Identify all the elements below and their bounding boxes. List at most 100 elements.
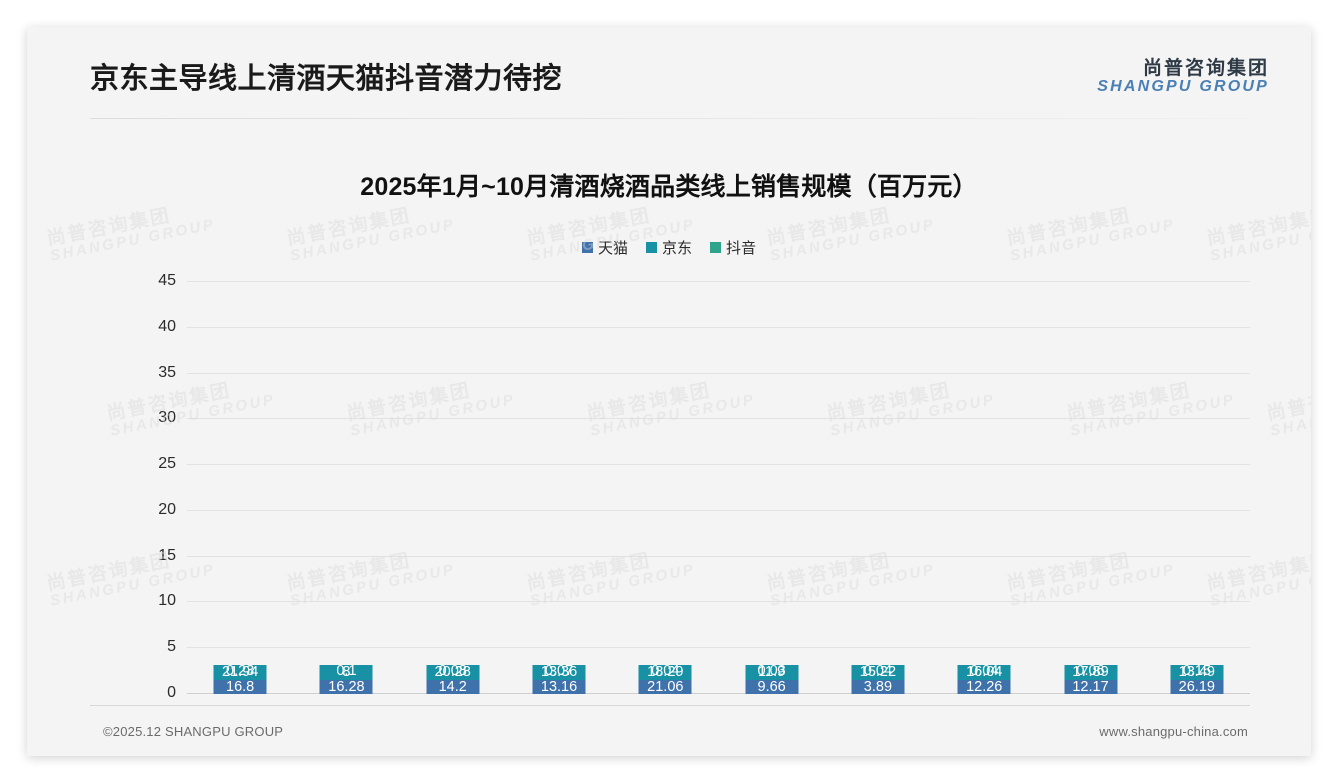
bar-value-label: 0.06 xyxy=(1076,663,1105,679)
stacked-bar[interactable]: 21.06 18.29 0.04 xyxy=(638,663,692,695)
bar-value-label: 16.04 xyxy=(966,664,1003,680)
bar-value-label: 0.04 xyxy=(970,663,999,679)
legend-item-天猫[interactable]: 天猫 xyxy=(581,237,628,258)
gridline: 0 xyxy=(167,684,1250,701)
bar-value-label: 12.26 xyxy=(966,678,1003,695)
bar-value-label: 16.8 xyxy=(226,678,255,695)
bar-value-label: 12.17 xyxy=(1072,678,1109,695)
bar-segment-天猫[interactable]: 16.28 xyxy=(319,679,373,694)
brand-logo: 尚普咨询集团 SHANGPU GROUP xyxy=(1097,59,1269,96)
slide-footer: ©2025.12 SHANGPU GROUP www.shangpu-china… xyxy=(27,705,1311,756)
bar-value-label: 0.1 xyxy=(336,663,357,679)
bar-groups: 16.821.940.23M116.2880.1M214.220.280.08M… xyxy=(187,282,1250,725)
gridline: 30 xyxy=(158,409,1250,426)
bar-segment-天猫[interactable]: 3.89 xyxy=(851,678,905,695)
bar-value-label: 21.94 xyxy=(221,664,259,680)
bar-segment-京东[interactable]: 15.22 xyxy=(851,665,905,680)
legend-swatch-icon xyxy=(581,242,593,253)
gridline: 40 xyxy=(158,318,1250,335)
bar-value-label: 20.28 xyxy=(434,664,471,680)
gridline: 10 xyxy=(158,592,1250,609)
legend-item-京东[interactable]: 京东 xyxy=(645,237,692,258)
bar-segment-京东[interactable]: 17.89 xyxy=(1064,664,1118,680)
bar-segment-京东[interactable]: 13.36 xyxy=(532,664,586,680)
legend-swatch-icon xyxy=(645,242,657,253)
y-axis-tick-label: 45 xyxy=(158,272,176,289)
bar-value-label: 0.03 xyxy=(757,663,786,679)
slide-canvas: 京东主导线上清酒天猫抖音潜力待挖 尚普咨询集团 SHANGPU GROUP 尚普… xyxy=(27,27,1311,756)
header-divider xyxy=(90,118,1250,119)
legend-item-抖音[interactable]: 抖音 xyxy=(710,237,756,258)
bar-value-label: 0.07 xyxy=(544,663,574,679)
footer-website[interactable]: www.shangpu-china.com xyxy=(1099,724,1248,739)
bar-segment-京东[interactable]: 16.04 xyxy=(957,664,1011,680)
legend-label: 京东 xyxy=(661,240,692,257)
stacked-bar[interactable]: 13.16 13.36 0.07 xyxy=(532,663,586,695)
stacked-bar[interactable]: 12.26 16.04 0.04 xyxy=(957,663,1011,695)
stacked-bar[interactable]: 16.28 8 0.1 xyxy=(319,663,373,694)
bar-group-M3[interactable]: 14.220.280.08M3 xyxy=(400,282,506,725)
bar-value-label: 0.04 xyxy=(651,663,680,679)
bar-value-label: 18.29 xyxy=(647,664,684,680)
stacked-bar[interactable]: 12.17 17.89 0.06 xyxy=(1064,663,1118,695)
bar-value-label: 13.16 xyxy=(540,678,578,695)
bar-segment-天猫[interactable]: 13.16 xyxy=(532,678,586,695)
bar-segment-天猫[interactable]: 12.26 xyxy=(957,678,1011,695)
chart-legend: 天猫 京东 抖音 xyxy=(27,237,1311,258)
page-title: 京东主导线上清酒天猫抖音潜力待挖 xyxy=(90,63,563,95)
gridline: 25 xyxy=(158,455,1250,472)
bar-value-label: 14.2 xyxy=(438,678,467,695)
bar-segment-天猫[interactable]: 16.8 xyxy=(213,678,267,695)
stacked-bar[interactable]: 3.89 15.22 0.04 xyxy=(851,664,905,695)
bar-segment-京东[interactable]: 13.49 xyxy=(1170,664,1224,680)
y-axis-tick-label: 0 xyxy=(167,684,176,701)
y-axis-tick-label: 35 xyxy=(158,363,176,381)
y-axis-tick-label: 10 xyxy=(158,592,176,610)
stacked-bar[interactable]: 16.8 21.94 0.23 xyxy=(213,664,267,695)
slide-header: 京东主导线上清酒天猫抖音潜力待挖 尚普咨询集团 SHANGPU GROUP xyxy=(27,27,1311,119)
legend-label: 抖音 xyxy=(726,240,757,257)
logo-english-text: SHANGPU GROUP xyxy=(1097,77,1269,95)
bar-segment-天猫[interactable]: 12.17 xyxy=(1064,678,1118,695)
bar-value-label: 3.89 xyxy=(863,678,893,695)
bar-segment-京东[interactable]: 21.94 xyxy=(213,664,267,680)
bar-value-label: 26.19 xyxy=(1178,678,1215,695)
chart-container: 2025年1月~10月清酒烧酒品类线上销售规模（百万元） 天猫 京东 抖音 0 5 10… xyxy=(27,119,1311,725)
bar-value-label: 0.08 xyxy=(438,663,467,679)
bar-segment-天猫[interactable]: 21.06 xyxy=(638,678,692,695)
stacked-bar[interactable]: 14.2 20.28 0.08 xyxy=(426,663,480,695)
y-axis-tick-label: 40 xyxy=(158,317,176,335)
bar-value-label: 13.49 xyxy=(1178,664,1215,680)
bar-segment-天猫[interactable]: 26.19 xyxy=(1170,678,1224,695)
gridline: 35 xyxy=(158,364,1250,381)
footer-divider xyxy=(90,705,1250,706)
gridline: 20 xyxy=(158,501,1250,518)
bar-segment-京东[interactable]: 20.28 xyxy=(426,664,480,680)
stacked-bar[interactable]: 26.19 13.49 0.15 xyxy=(1170,663,1224,695)
bar-value-label: 0.15 xyxy=(1182,663,1211,679)
bar-value-label: 21.06 xyxy=(647,678,684,695)
bar-segment-京东[interactable]: 18.29 xyxy=(638,664,692,680)
bar-segment-天猫[interactable]: 14.2 xyxy=(426,678,480,695)
bar-value-label: 13.36 xyxy=(540,664,578,680)
bar-value-label: 17.89 xyxy=(1072,664,1109,680)
gridline: 15 xyxy=(158,547,1250,564)
bar-value-label: 9.66 xyxy=(757,678,786,695)
bar-segment-京东[interactable]: 11.9 xyxy=(745,665,799,680)
legend-label: 天猫 xyxy=(597,240,628,257)
chart-title: 2025年1月~10月清酒烧酒品类线上销售规模（百万元） xyxy=(360,173,978,201)
y-axis-tick-label: 15 xyxy=(158,546,176,564)
bar-segment-天猫[interactable]: 9.66 xyxy=(745,678,799,695)
stacked-bar[interactable]: 9.66 11.9 0.03 xyxy=(745,663,799,695)
bar-segment-京东[interactable]: 8 xyxy=(319,665,373,680)
bar-group-M1[interactable]: 16.821.940.23M1 xyxy=(187,282,293,725)
logo-chinese-text: 尚普咨询集团 xyxy=(1142,58,1269,79)
